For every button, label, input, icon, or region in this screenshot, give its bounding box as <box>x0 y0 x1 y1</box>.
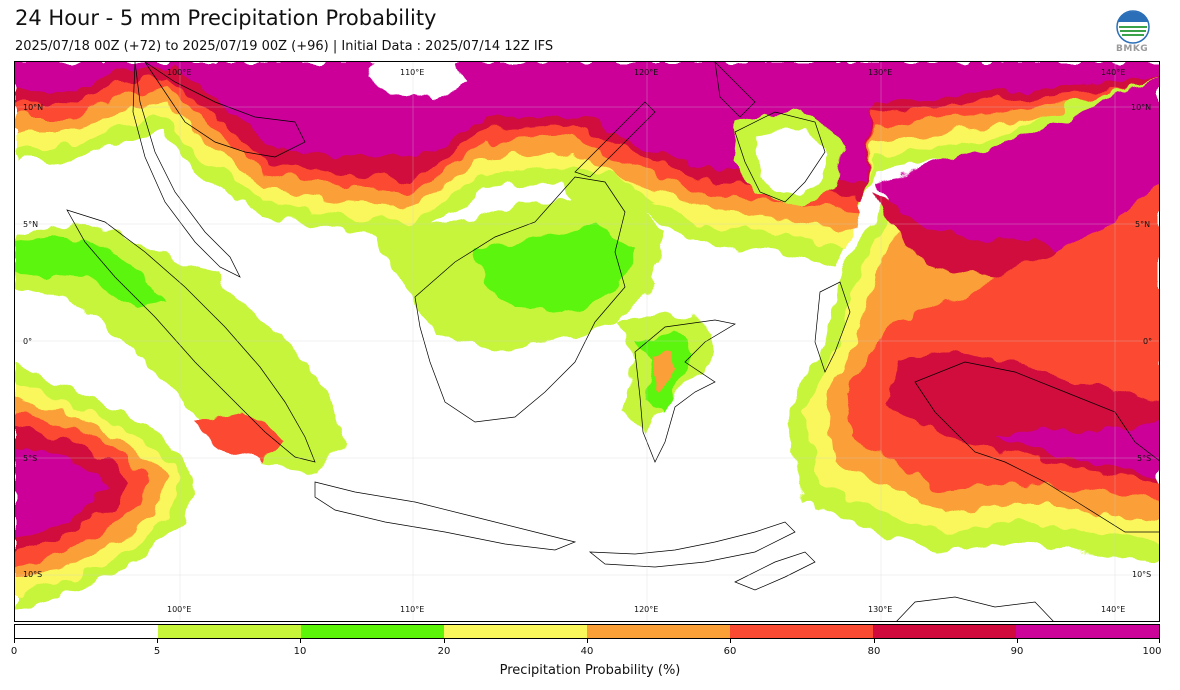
colorbar-tick-label: 60 <box>723 646 737 657</box>
coast-palawan <box>574 101 656 178</box>
colorbar-tick-label: 80 <box>867 646 881 657</box>
colorbar-segment <box>587 625 730 638</box>
lat-label-left: 10°N <box>23 103 44 112</box>
colorbar-tick-label: 20 <box>437 646 451 657</box>
colorbar-tick <box>157 639 158 643</box>
coastlines <box>66 62 1159 621</box>
lat-label-left: 10°S <box>23 570 43 579</box>
coast-borneo <box>414 176 626 423</box>
lat-label-left: 5°S <box>23 454 38 463</box>
colorbar-segment <box>730 625 873 638</box>
lat-label-left: 0° <box>23 337 33 346</box>
lon-label-bottom: 130°E <box>868 605 893 614</box>
colorbar-tick-label: 90 <box>1010 646 1024 657</box>
lon-label-bottom: 140°E <box>1101 605 1126 614</box>
colorbar <box>14 624 1160 639</box>
coast-sulawesi <box>634 319 736 463</box>
colorbar-segment <box>1016 625 1159 638</box>
colorbar-title: Precipitation Probability (%) <box>499 663 681 678</box>
colorbar-tick-label: 5 <box>153 646 161 657</box>
field-gulf-p0 <box>370 62 465 100</box>
coast-halmahera <box>814 281 851 373</box>
colorbar-segment <box>444 625 587 638</box>
field-sumatra-p10 <box>15 234 165 307</box>
colorbar-segment <box>873 625 1016 638</box>
lon-label-bottom: 110°E <box>400 605 425 614</box>
coast-mindanao <box>734 111 826 203</box>
coast-malay-peninsula <box>132 62 241 278</box>
lon-label-bottom: 120°E <box>634 605 659 614</box>
colorbar-segment <box>301 625 444 638</box>
lon-label-bottom: 100°E <box>167 605 192 614</box>
colorbar-segment <box>15 625 158 638</box>
page-subtitle: 2025/07/18 00Z (+72) to 2025/07/19 00Z (… <box>15 39 554 54</box>
coast-australia-north <box>896 596 1054 621</box>
field-sw-p90 <box>15 447 107 537</box>
coast-lesser-sunda <box>588 521 796 568</box>
map-canvas <box>15 62 1159 621</box>
probability-fields <box>15 62 1159 607</box>
colorbar-tick-label: 10 <box>293 646 307 657</box>
colorbar-tick <box>444 639 445 643</box>
coast-java <box>314 481 577 551</box>
lat-label-left: 5°N <box>23 220 39 229</box>
field-mindanao-p0 <box>755 127 830 194</box>
page-title: 24 Hour - 5 mm Precipitation Probability <box>15 6 437 30</box>
field-north-p90 <box>15 62 1159 182</box>
graticule <box>15 62 1159 621</box>
coast-luzon <box>714 62 756 118</box>
colorbar-tick <box>587 639 588 643</box>
colorbar-tick-label: 40 <box>580 646 594 657</box>
lat-label-right: 0° <box>1143 337 1153 346</box>
colorbar-tick <box>14 639 15 643</box>
precipitation-map: 100°E 110°E 120°E 130°E 140°E 100°E 110°… <box>14 61 1160 622</box>
colorbar-tick <box>300 639 301 643</box>
lat-label-right: 5°N <box>1135 220 1151 229</box>
field-east-p90-north <box>875 77 1159 262</box>
logo-text: BMKG <box>1116 44 1149 54</box>
lat-label-right: 10°N <box>1131 103 1152 112</box>
coast-timor <box>734 551 816 591</box>
lon-label-top: 140°E <box>1101 68 1126 77</box>
coast-new-guinea <box>914 361 1159 533</box>
lon-label-top: 110°E <box>400 68 425 77</box>
field-sumatra-p60 <box>195 412 285 462</box>
colorbar-tick-label: 0 <box>10 646 18 657</box>
lat-label-right: 10°S <box>1132 570 1152 579</box>
lon-label-top: 120°E <box>634 68 659 77</box>
colorbar-segment <box>158 625 301 638</box>
field-borneo-p10 <box>475 227 635 312</box>
colorbar-tick <box>1017 639 1018 643</box>
colorbar-tick <box>730 639 731 643</box>
colorbar-tick <box>874 639 875 643</box>
field-east-p80-north <box>875 192 1055 277</box>
lon-label-top: 130°E <box>868 68 893 77</box>
colorbar-tick-label: 100 <box>1142 646 1162 657</box>
coast-sumatra <box>66 209 316 463</box>
field-sulawesi-p40 <box>650 352 675 392</box>
lat-label-right: 5°S <box>1137 454 1152 463</box>
lon-label-top: 100°E <box>167 68 192 77</box>
field-north-borneo-p5 <box>555 172 655 227</box>
bmkg-logo-icon <box>1116 10 1150 44</box>
coast-indochina <box>144 62 306 158</box>
colorbar-tick <box>1159 639 1160 643</box>
field-east-p90-south <box>995 422 1159 477</box>
